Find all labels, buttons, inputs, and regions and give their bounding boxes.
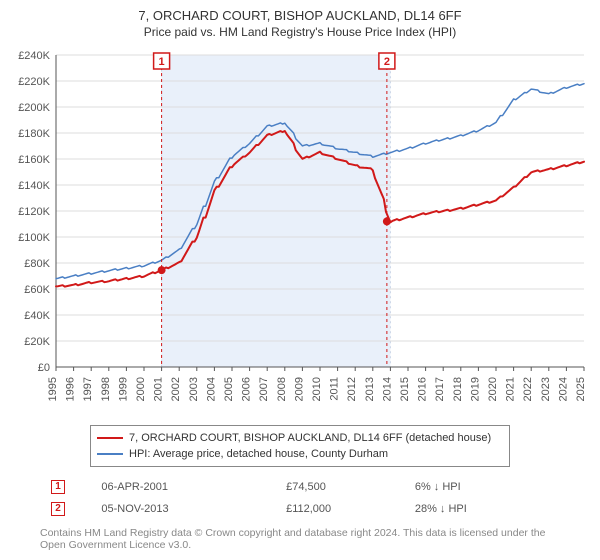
sales-row: 2 05-NOV-2013 £112,000 28% ↓ HPI xyxy=(50,501,550,517)
legend-label: 7, ORCHARD COURT, BISHOP AUCKLAND, DL14 … xyxy=(129,432,491,444)
svg-text:2021: 2021 xyxy=(505,377,517,401)
svg-text:£140K: £140K xyxy=(18,180,50,192)
svg-text:1997: 1997 xyxy=(82,377,94,401)
legend-swatch xyxy=(97,437,123,439)
svg-text:£100K: £100K xyxy=(18,232,50,244)
footnote: Contains HM Land Registry data © Crown c… xyxy=(40,527,560,551)
sale-delta: 28% ↓ HPI xyxy=(414,501,550,517)
price-chart: £0 £20K £40K £60K £80K £100K £120K £140K £160K £1… xyxy=(10,47,590,417)
svg-text:2004: 2004 xyxy=(205,377,217,401)
svg-text:2024: 2024 xyxy=(557,377,569,401)
svg-text:£240K: £240K xyxy=(18,50,50,62)
page-subtitle: Price paid vs. HM Land Registry's House … xyxy=(10,25,590,39)
svg-text:2012: 2012 xyxy=(346,377,358,401)
legend-swatch xyxy=(97,453,123,455)
svg-text:2003: 2003 xyxy=(188,377,200,401)
svg-text:2014: 2014 xyxy=(381,377,393,401)
svg-text:2000: 2000 xyxy=(135,377,147,401)
legend-label: HPI: Average price, detached house, Coun… xyxy=(129,448,388,460)
svg-text:£80K: £80K xyxy=(24,258,50,270)
sale-price: £74,500 xyxy=(285,479,404,495)
svg-text:2: 2 xyxy=(384,56,390,68)
sale-delta: 6% ↓ HPI xyxy=(414,479,550,495)
svg-text:£0: £0 xyxy=(38,362,50,374)
svg-text:£180K: £180K xyxy=(18,128,50,140)
svg-text:£40K: £40K xyxy=(24,310,50,322)
svg-text:£120K: £120K xyxy=(18,206,50,218)
sale-date: 05-NOV-2013 xyxy=(100,501,275,517)
svg-text:2023: 2023 xyxy=(540,377,552,401)
svg-text:1996: 1996 xyxy=(65,377,77,401)
svg-text:2017: 2017 xyxy=(434,377,446,401)
svg-text:£160K: £160K xyxy=(18,154,50,166)
svg-text:2001: 2001 xyxy=(153,377,165,401)
svg-text:2008: 2008 xyxy=(276,377,288,401)
svg-text:1998: 1998 xyxy=(100,377,112,401)
legend-item-hpi: HPI: Average price, detached house, Coun… xyxy=(97,446,503,462)
svg-text:£60K: £60K xyxy=(24,284,50,296)
svg-text:2009: 2009 xyxy=(293,377,305,401)
svg-text:2016: 2016 xyxy=(417,377,429,401)
legend-item-property: 7, ORCHARD COURT, BISHOP AUCKLAND, DL14 … xyxy=(97,430,503,446)
svg-text:2013: 2013 xyxy=(364,377,376,401)
svg-text:2002: 2002 xyxy=(170,377,182,401)
svg-text:2025: 2025 xyxy=(575,377,587,401)
page-title: 7, ORCHARD COURT, BISHOP AUCKLAND, DL14 … xyxy=(10,8,590,23)
svg-text:£220K: £220K xyxy=(18,76,50,88)
svg-text:£200K: £200K xyxy=(18,102,50,114)
sales-table: 1 06-APR-2001 £74,500 6% ↓ HPI 2 05-NOV-2013 £… xyxy=(40,473,560,523)
legend: 7, ORCHARD COURT, BISHOP AUCKLAND, DL14 … xyxy=(90,425,510,467)
svg-text:1: 1 xyxy=(159,56,165,68)
sale-price: £112,000 xyxy=(285,501,404,517)
sale-date: 06-APR-2001 xyxy=(100,479,275,495)
sale-marker-icon: 2 xyxy=(51,502,65,516)
svg-text:2022: 2022 xyxy=(522,377,534,401)
svg-text:1995: 1995 xyxy=(47,377,59,401)
sale-marker-icon: 1 xyxy=(51,480,65,494)
svg-text:£20K: £20K xyxy=(24,336,50,348)
sales-row: 1 06-APR-2001 £74,500 6% ↓ HPI xyxy=(50,479,550,495)
svg-text:2010: 2010 xyxy=(311,377,323,401)
svg-text:2019: 2019 xyxy=(469,377,481,401)
svg-text:1999: 1999 xyxy=(117,377,129,401)
svg-text:2007: 2007 xyxy=(258,377,270,401)
svg-text:2020: 2020 xyxy=(487,377,499,401)
svg-text:2011: 2011 xyxy=(329,377,341,401)
svg-text:2015: 2015 xyxy=(399,377,411,401)
svg-text:2018: 2018 xyxy=(452,377,464,401)
svg-text:2005: 2005 xyxy=(223,377,235,401)
svg-text:2006: 2006 xyxy=(241,377,253,401)
